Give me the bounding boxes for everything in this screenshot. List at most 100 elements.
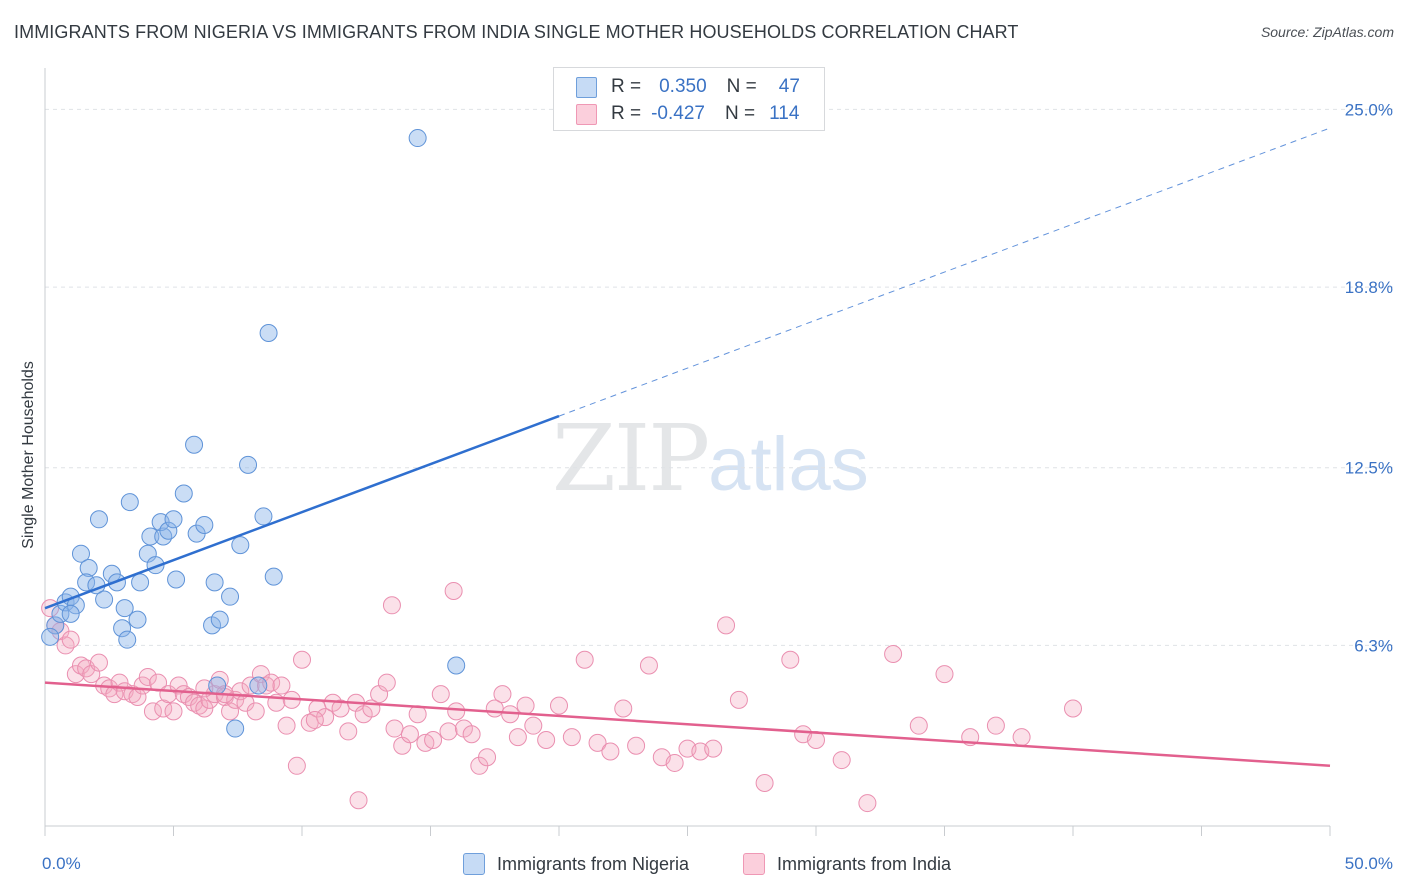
nigeria-point <box>113 619 132 638</box>
india-point <box>385 719 404 738</box>
india-point <box>377 673 396 692</box>
india-point <box>444 581 463 600</box>
nigeria-point <box>159 521 178 540</box>
nigeria-point <box>131 573 150 592</box>
india-point <box>305 710 324 729</box>
legend-label-nigeria: Immigrants from Nigeria <box>497 853 690 874</box>
nigeria-point <box>174 484 193 503</box>
nigeria-point <box>167 570 186 589</box>
india-point <box>154 699 173 718</box>
nigeria-point <box>210 610 229 629</box>
nigeria-point <box>41 627 60 646</box>
india-point <box>241 676 260 695</box>
source-credit: Source: ZipAtlas.com <box>1260 24 1394 40</box>
legend-label-india: Immigrants from India <box>777 853 952 874</box>
legend-r-label: R = <box>611 103 642 124</box>
india-point <box>588 733 607 752</box>
india-point <box>704 739 723 758</box>
nigeria-point <box>226 719 245 738</box>
india-point <box>537 731 556 750</box>
legend-swatch-nigeria <box>576 76 597 98</box>
x-tick-label: 50.0% <box>1345 854 1393 873</box>
india-point <box>439 722 458 741</box>
nigeria-point <box>115 599 134 618</box>
legend-swatch-india <box>743 853 765 875</box>
nigeria-point <box>128 610 147 629</box>
india-point <box>293 650 311 669</box>
watermark-zip: ZIP <box>552 405 710 512</box>
india-point <box>447 702 466 721</box>
y-tick-label: 6.3% <box>1354 636 1393 655</box>
chart-title: IMMIGRANTS FROM NIGERIA VS IMMIGRANTS FR… <box>14 22 1019 42</box>
india-point <box>66 665 85 684</box>
legend-swatch-nigeria <box>463 853 485 875</box>
legend-n-value: 47 <box>778 76 800 97</box>
india-point <box>562 728 581 747</box>
india-point <box>56 636 75 655</box>
india-point <box>246 702 265 721</box>
nigeria-point <box>46 616 65 635</box>
y-tick-label: 25.0% <box>1345 100 1393 119</box>
india-point <box>61 630 80 649</box>
nigeria-point <box>164 510 183 529</box>
nigeria-point <box>185 435 204 454</box>
nigeria-point <box>61 604 80 623</box>
india-point <box>287 756 306 775</box>
nigeria-point <box>77 573 96 592</box>
india-point <box>986 716 1005 735</box>
india-point <box>143 702 162 721</box>
india-point <box>575 650 594 669</box>
india-point <box>195 699 214 718</box>
india-point <box>832 751 851 770</box>
legend-n-label: N = <box>726 76 757 97</box>
india-point <box>508 728 527 747</box>
nigeria-point <box>264 567 283 586</box>
india-point <box>462 725 481 744</box>
india-point <box>1012 728 1031 747</box>
india-point <box>339 722 358 741</box>
india-point <box>1064 699 1082 718</box>
india-point <box>164 702 183 721</box>
nigeria-point <box>208 676 227 695</box>
nigeria-point <box>447 656 466 675</box>
india-point <box>858 794 877 813</box>
nigeria-point <box>71 544 90 563</box>
watermark-atlas: atlas <box>708 422 869 507</box>
india-point <box>400 725 419 744</box>
india-point <box>884 645 903 664</box>
india-point <box>614 699 633 718</box>
nigeria-point <box>120 493 139 512</box>
india-point <box>185 693 204 712</box>
nigeria-point <box>254 507 273 526</box>
india-point <box>257 676 276 695</box>
india-point <box>601 742 620 761</box>
nigeria-trend-extension <box>558 127 1331 417</box>
india-point <box>627 736 646 755</box>
india-point <box>431 685 450 704</box>
legend-n-value: 114 <box>769 103 800 124</box>
correlation-legend: R = 0.350 N = 47 R = -0.427 N = 114 <box>553 67 825 131</box>
india-point <box>935 665 954 684</box>
india-point <box>138 667 157 686</box>
watermark: ZIPatlas <box>552 405 869 512</box>
legend-n-label: N = <box>724 103 756 124</box>
nigeria-point <box>408 129 427 148</box>
india-point <box>272 676 291 695</box>
nigeria-point <box>141 527 160 546</box>
india-point <box>516 696 535 715</box>
x-tick-label: 0.0% <box>42 854 81 873</box>
india-point <box>755 774 774 793</box>
india-point <box>909 716 928 735</box>
nigeria-point <box>154 527 173 546</box>
legend-r-value: -0.427 <box>651 103 705 124</box>
nigeria-point <box>89 510 108 529</box>
india-point <box>169 676 188 695</box>
legend-item-nigeria: Immigrants from Nigeria <box>463 852 689 876</box>
india-point <box>221 702 240 721</box>
nigeria-point <box>195 516 214 535</box>
india-point <box>349 791 368 810</box>
legend-r-value: 0.350 <box>659 76 707 97</box>
india-point <box>277 716 296 735</box>
india-point <box>105 685 124 704</box>
